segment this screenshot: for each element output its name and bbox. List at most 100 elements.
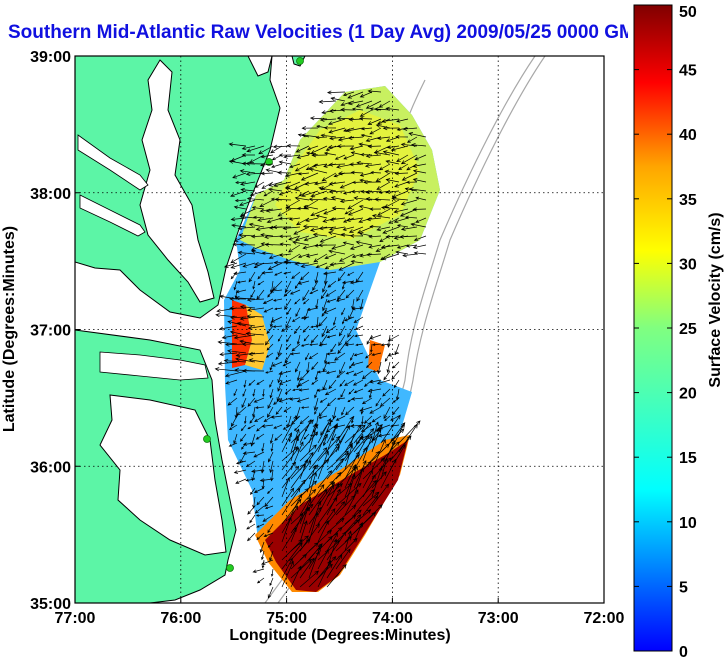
velocity-arrow	[277, 370, 283, 384]
velocity-arrow	[391, 196, 409, 201]
velocity-arrow	[369, 207, 382, 211]
velocity-arrow	[239, 169, 256, 174]
x-tick-label: 72:00	[584, 610, 625, 627]
velocity-arrow	[328, 127, 346, 134]
velocity-arrow	[410, 142, 427, 148]
velocity-arrow	[305, 352, 310, 361]
velocity-arrow	[412, 207, 427, 212]
velocity-arrow	[299, 488, 317, 507]
colorbar-tick-label: 25	[679, 321, 697, 338]
velocity-arrow	[299, 498, 312, 525]
velocity-arrow	[229, 330, 247, 336]
velocity-arrow	[348, 226, 364, 233]
velocity-arrow	[228, 442, 238, 447]
velocity-arrow	[371, 483, 390, 507]
velocity-arrow	[279, 242, 292, 246]
velocity-arrow	[393, 379, 400, 389]
velocity-arrow	[233, 235, 247, 242]
velocity-arrow	[391, 406, 400, 416]
velocity-arrow	[239, 339, 256, 345]
velocity-arrow	[396, 244, 409, 249]
velocity-arrow	[337, 271, 346, 282]
velocity-arrow	[267, 397, 274, 410]
velocity-arrow	[263, 415, 274, 422]
velocity-arrow	[246, 297, 265, 302]
velocity-arrow	[314, 271, 319, 284]
velocity-arrow	[317, 417, 331, 444]
velocity-arrow	[279, 253, 292, 257]
y-tick-label: 36:00	[30, 459, 71, 476]
velocity-arrow	[281, 447, 300, 471]
velocity-arrow	[253, 397, 265, 403]
velocity-arrow	[312, 163, 328, 168]
velocity-arrow	[292, 240, 310, 246]
velocity-arrow	[255, 514, 265, 517]
velocity-arrow	[365, 190, 382, 195]
velocity-arrow	[372, 370, 382, 373]
velocity-arrow	[288, 217, 301, 221]
velocity-arrow	[294, 424, 301, 432]
velocity-arrow	[326, 532, 338, 552]
radar-station-marker	[226, 564, 234, 572]
velocity-arrow	[394, 343, 400, 356]
velocity-arrow	[368, 234, 382, 239]
velocity-arrow	[317, 370, 328, 374]
colorbar-tick-label: 35	[679, 192, 697, 209]
y-tick-label: 38:00	[30, 186, 71, 203]
velocity-arrow	[253, 451, 265, 458]
velocity-arrow	[330, 343, 337, 353]
velocity-arrow	[325, 289, 337, 297]
velocity-arrow	[297, 379, 310, 387]
velocity-arrow	[379, 397, 391, 408]
velocity-arrow	[240, 181, 256, 186]
velocity-arrow	[374, 107, 391, 112]
velocity-arrow	[363, 379, 373, 387]
velocity-arrow	[308, 423, 318, 453]
velocity-arrow	[290, 352, 301, 356]
velocity-arrow	[265, 352, 274, 358]
velocity-arrow	[233, 205, 247, 210]
velocity-arrow	[359, 172, 373, 177]
velocity-arrow	[273, 181, 292, 188]
velocity-arrow	[320, 289, 328, 300]
velocity-arrow	[347, 135, 364, 141]
velocity-arrow	[318, 243, 337, 248]
colorbar-tick-label: 30	[679, 256, 697, 273]
velocity-arrow	[299, 271, 310, 281]
velocity-arrow	[291, 316, 301, 322]
velocity-arrow	[347, 325, 355, 338]
velocity-arrow	[269, 577, 274, 587]
velocity-offshore-jet	[368, 340, 385, 372]
velocity-arrow	[293, 325, 301, 335]
velocity-arrow	[326, 352, 337, 356]
velocity-arrow	[382, 226, 400, 234]
velocity-arrow	[274, 433, 283, 441]
velocity-arrow	[255, 406, 265, 410]
velocity-arrow	[269, 289, 283, 293]
velocity-arrow	[309, 226, 328, 232]
velocity-arrow	[263, 532, 274, 538]
velocity-arrow	[341, 307, 346, 316]
velocity-arrow	[264, 496, 274, 508]
colorbar-tick-label: 15	[679, 450, 697, 467]
velocity-arrow	[334, 154, 346, 160]
velocity-arrow	[340, 107, 355, 112]
velocity-arrow	[361, 397, 373, 405]
velocity-arrow	[286, 143, 301, 148]
velocity-arrow	[260, 171, 274, 176]
velocity-arrow	[386, 145, 400, 149]
velocity-arrow	[376, 226, 391, 232]
velocity-arrow	[362, 491, 380, 507]
velocity-arrow	[261, 424, 274, 428]
colorbar	[633, 4, 673, 652]
velocity-arrow	[339, 361, 346, 375]
velocity-arrow	[326, 482, 339, 507]
velocity-arrow	[400, 226, 418, 231]
velocity-arrow	[355, 240, 373, 246]
velocity-arrow	[266, 343, 274, 351]
velocity-arrow	[339, 379, 346, 387]
velocity-arrow	[308, 563, 333, 588]
velocity-arrow	[337, 136, 355, 142]
colorbar-tick-label: 10	[679, 515, 697, 532]
velocity-arrow	[323, 126, 337, 130]
